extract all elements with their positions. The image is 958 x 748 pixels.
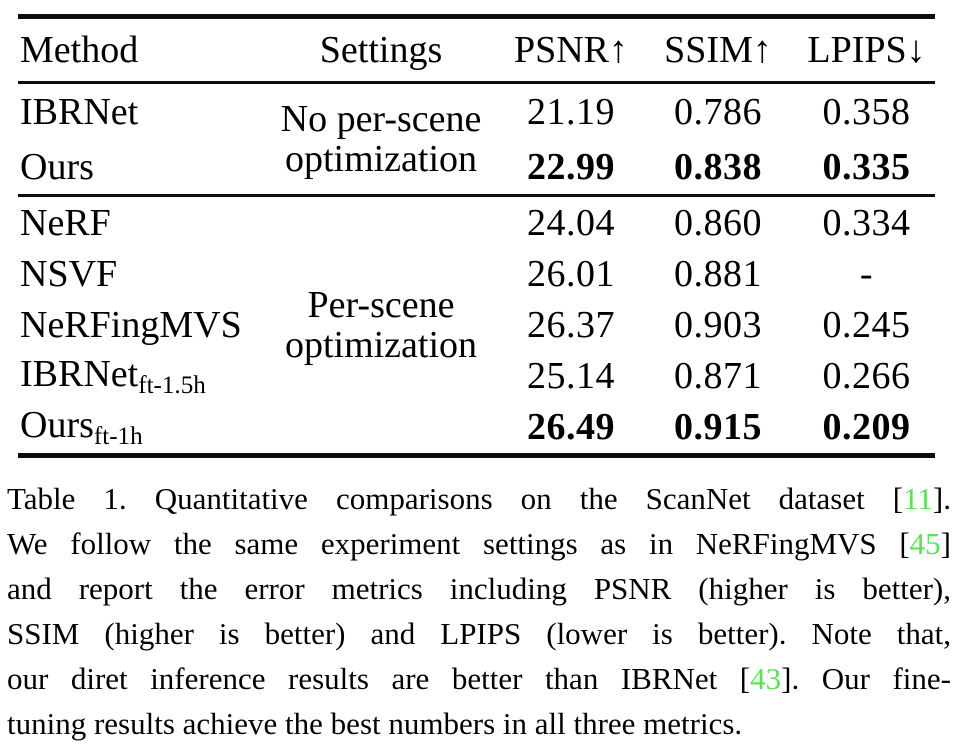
caption-text: and report the error metrics including P…	[7, 571, 951, 606]
ssim-value: 0.871	[674, 355, 762, 398]
psnr-value: 26.01	[527, 252, 615, 295]
settings-line: No per-scene	[280, 98, 482, 140]
header-settings: Settings	[319, 29, 443, 71]
header-rule	[18, 81, 935, 84]
ssim-value: 0.903	[674, 303, 762, 346]
lpips-value: 0.335	[822, 145, 911, 188]
ssim-value: 0.881	[674, 252, 762, 295]
header-method: Method	[20, 29, 139, 71]
method-text: Oursft-1h	[20, 404, 143, 451]
caption-text: our diret inference results are better t…	[7, 661, 751, 696]
ssim-value: 0.860	[674, 201, 762, 244]
caption-text: ]	[940, 526, 951, 561]
settings-span-cell: No per-scene optimization	[258, 84, 504, 194]
lpips-value: 0.245	[822, 303, 911, 346]
method-subscript: ft-1h	[93, 423, 143, 451]
ssim-value: 0.786	[674, 90, 762, 133]
method-name: Oursft-1h	[18, 402, 258, 453]
caption-text: We follow the same experiment settings a…	[7, 526, 910, 561]
method-name: NeRF	[18, 197, 258, 248]
header-psnr: PSNR↑	[513, 29, 629, 71]
ssim-value: 0.838	[674, 145, 762, 188]
lpips-value: -	[859, 252, 874, 295]
method-text: Ours	[20, 145, 94, 188]
table-header-row: Method Settings PSNR↑ SSIM↑ LPIPS↓	[18, 19, 935, 81]
caption-line: our diret inference results are better t…	[7, 656, 951, 701]
method-name: IBRNet	[18, 84, 258, 139]
header-ssim: SSIM↑	[664, 29, 772, 71]
method-subscript: ft-1.5h	[138, 372, 206, 400]
citation-ref[interactable]: 11	[903, 481, 933, 516]
table-top-rule	[18, 14, 935, 19]
settings-line: optimization	[284, 323, 478, 366]
group-per-scene: Per-scene optimization NeRF 24.04 0.860 0.334…	[18, 197, 935, 453]
caption-text: ].	[932, 481, 951, 516]
group-separator-rule	[18, 194, 935, 197]
table-caption: Table 1. Quantitative comparisons on the…	[7, 476, 951, 746]
caption-line: Table 1. Quantitative comparisons on the…	[7, 476, 951, 521]
method-text: NeRF	[20, 201, 111, 244]
method-text: NeRFingMVS	[20, 303, 242, 346]
method-name: NeRFingMVS	[18, 299, 258, 350]
caption-line: tuning results achieve the best numbers …	[7, 701, 951, 746]
psnr-value: 22.99	[527, 145, 615, 188]
psnr-value: 26.49	[527, 406, 615, 449]
caption-line: We follow the same experiment settings a…	[7, 521, 951, 566]
citation-ref[interactable]: 43	[750, 661, 782, 696]
method-text: IBRNet	[20, 90, 139, 133]
ssim-value: 0.915	[674, 406, 762, 449]
lpips-value: 0.358	[822, 90, 911, 133]
lpips-value: 0.209	[822, 406, 911, 449]
method-text: IBRNetft-1.5h	[20, 353, 206, 400]
caption-line: SSIM (higher is better) and LPIPS (lower…	[7, 611, 951, 656]
results-table: Method Settings PSNR↑ SSIM↑ LPIPS↓ No pe…	[18, 14, 935, 458]
psnr-value: 21.19	[527, 90, 615, 133]
group-no-per-scene: No per-scene optimization IBRNet 21.19 0.786…	[18, 84, 935, 194]
settings-span-cell: Per-scene optimization	[258, 197, 504, 453]
caption-text: tuning results achieve the best numbers …	[7, 706, 743, 741]
caption-line: and report the error metrics including P…	[7, 566, 951, 611]
lpips-value: 0.334	[822, 201, 911, 244]
method-name: NSVF	[18, 248, 258, 299]
psnr-value: 26.37	[527, 303, 615, 346]
psnr-value: 25.14	[527, 355, 615, 398]
settings-line: Per-scene	[307, 283, 455, 326]
settings-line: optimization	[284, 138, 478, 180]
psnr-value: 24.04	[527, 201, 615, 244]
table-bottom-rule	[18, 452, 935, 458]
lpips-value: 0.266	[822, 355, 911, 398]
method-name: IBRNetft-1.5h	[18, 351, 258, 402]
caption-text: Table 1. Quantitative comparisons on the…	[7, 481, 904, 516]
caption-text: ]. Our fine-	[781, 661, 951, 696]
method-text: NSVF	[20, 252, 118, 295]
citation-ref[interactable]: 45	[909, 526, 941, 561]
header-lpips: LPIPS↓	[807, 29, 926, 71]
caption-text: SSIM (higher is better) and LPIPS (lower…	[7, 616, 951, 651]
method-name: Ours	[18, 139, 258, 194]
